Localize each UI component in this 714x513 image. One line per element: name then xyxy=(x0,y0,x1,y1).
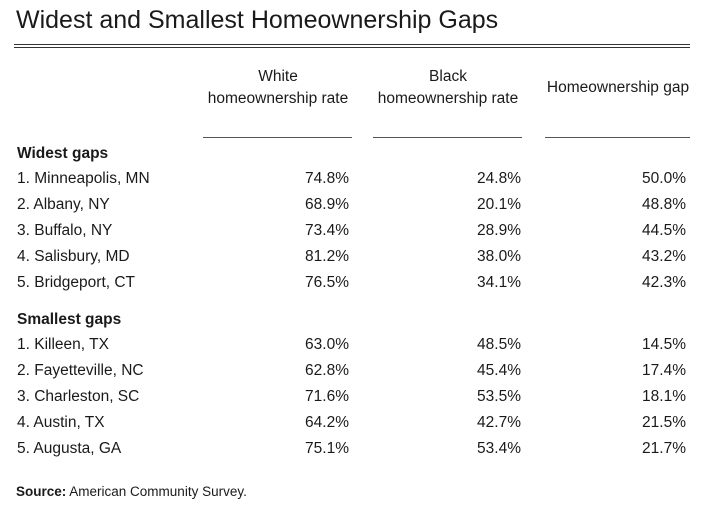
value-cell: 63.0% xyxy=(305,336,349,353)
value-cell: 64.2% xyxy=(305,414,349,431)
section-header: Smallest gaps xyxy=(17,311,122,328)
value-cell: 53.5% xyxy=(477,388,521,405)
row-label: 1. Minneapolis, MN xyxy=(17,170,150,187)
value-cell: 17.4% xyxy=(642,362,686,379)
value-cell: 28.9% xyxy=(477,222,521,239)
value-cell: 18.1% xyxy=(642,388,686,405)
row-label: 2. Albany, NY xyxy=(17,196,110,213)
value-cell: 81.2% xyxy=(305,248,349,265)
header-rule xyxy=(545,137,690,138)
row-label: 3. Buffalo, NY xyxy=(17,222,113,239)
column-header: Homeownership gap xyxy=(546,79,690,96)
row-label: 4. Austin, TX xyxy=(17,414,105,431)
column-header: White homeownership rate xyxy=(207,68,349,107)
header-rule xyxy=(373,137,522,138)
row-label: 4. Salisbury, MD xyxy=(17,248,130,265)
row-label: 2. Fayetteville, NC xyxy=(17,362,144,379)
value-cell: 20.1% xyxy=(477,196,521,213)
value-cell: 42.7% xyxy=(477,414,521,431)
row-label: 3. Charleston, SC xyxy=(17,388,140,405)
row-label: 1. Killeen, TX xyxy=(17,336,109,353)
title: Widest and Smallest Homeownership Gaps xyxy=(16,6,499,34)
value-cell: 44.5% xyxy=(642,222,686,239)
section-header: Widest gaps xyxy=(17,145,109,162)
value-cell: 21.5% xyxy=(642,414,686,431)
value-cell: 76.5% xyxy=(305,274,349,291)
value-cell: 14.5% xyxy=(642,336,686,353)
value-cell: 38.0% xyxy=(477,248,521,265)
value-cell: 43.2% xyxy=(642,248,686,265)
title-rule xyxy=(14,47,690,48)
source-text: American Community Survey. xyxy=(69,484,247,499)
value-cell: 42.3% xyxy=(642,274,686,291)
column-header: Black homeownership rate xyxy=(377,68,519,107)
source: Source: American Community Survey. xyxy=(16,484,247,499)
value-cell: 21.7% xyxy=(642,440,686,457)
value-cell: 75.1% xyxy=(305,440,349,457)
source-label: Source: xyxy=(16,484,67,499)
value-cell: 48.5% xyxy=(477,336,521,353)
value-cell: 62.8% xyxy=(305,362,349,379)
title-rule xyxy=(14,44,690,45)
value-cell: 48.8% xyxy=(642,196,686,213)
value-cell: 34.1% xyxy=(477,274,521,291)
value-cell: 53.4% xyxy=(477,440,521,457)
header-rule xyxy=(203,137,352,138)
value-cell: 50.0% xyxy=(642,170,686,187)
value-cell: 24.8% xyxy=(477,170,521,187)
value-cell: 74.8% xyxy=(305,170,349,187)
value-cell: 68.9% xyxy=(305,196,349,213)
value-cell: 45.4% xyxy=(477,362,521,379)
value-cell: 71.6% xyxy=(305,388,349,405)
row-label: 5. Bridgeport, CT xyxy=(17,274,136,291)
row-label: 5. Augusta, GA xyxy=(17,440,122,457)
value-cell: 73.4% xyxy=(305,222,349,239)
